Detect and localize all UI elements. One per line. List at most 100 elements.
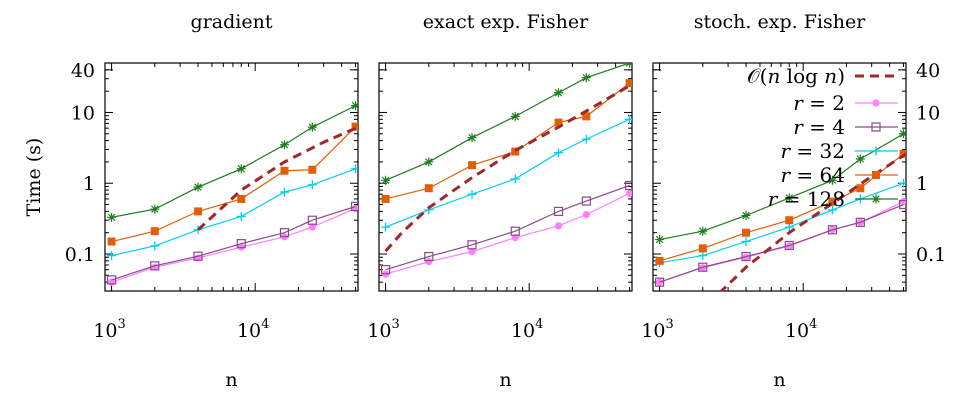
x-tick-exponent: 3 [392, 317, 400, 332]
x-tick-label: 103 [93, 317, 125, 342]
data-point [582, 211, 590, 219]
data-point [467, 189, 477, 199]
y-tick-label: 40 [916, 60, 940, 82]
data-point [553, 206, 564, 216]
legend-entry-label: r = 64 [781, 163, 846, 187]
legend-num: 128 [807, 187, 845, 211]
data-point [554, 118, 563, 127]
legend-eq: = [790, 139, 819, 163]
x-tick-exponent: 4 [535, 317, 543, 332]
legend-entry-label: r = 32 [781, 139, 846, 163]
data-point [898, 199, 906, 210]
legend-eq: = [803, 115, 832, 139]
data-point [236, 164, 246, 174]
x-tick-exponent: 3 [118, 317, 126, 332]
legend-marker [872, 171, 880, 179]
plot-frame [652, 62, 907, 292]
data-point [381, 222, 391, 232]
data-point [784, 193, 794, 203]
data-point [828, 197, 837, 206]
data-point [827, 225, 838, 235]
data-point [625, 114, 632, 124]
data-point [380, 265, 391, 275]
data-point [279, 140, 289, 150]
legend-math-part: ( [760, 64, 768, 88]
data-point [698, 262, 708, 272]
data-point [237, 194, 246, 203]
series-group [106, 101, 358, 286]
data-point [107, 212, 117, 222]
data-point [467, 240, 477, 250]
data-point [899, 198, 906, 206]
data-point [624, 180, 632, 191]
data-point [581, 134, 591, 144]
data-point [582, 112, 591, 121]
data-point [511, 147, 520, 156]
y-tick-label: 1 [916, 173, 928, 195]
data-point [742, 253, 750, 261]
data-point [193, 251, 203, 261]
legend-eq: = [803, 91, 832, 115]
data-point [554, 222, 563, 230]
data-point [351, 164, 358, 174]
data-point [698, 226, 708, 236]
data-point [742, 228, 751, 237]
x-tick-label: 103 [367, 317, 399, 342]
data-point [280, 166, 289, 175]
data-point [279, 228, 290, 238]
data-point [856, 184, 865, 193]
y-tick-label: 0.1 [65, 244, 95, 266]
data-point [899, 178, 906, 188]
legend-var: r [793, 115, 804, 139]
data-point [655, 235, 665, 245]
legend-var: r [793, 91, 804, 115]
legend-entry-label: 𝒪(n log n) [747, 64, 845, 88]
data-point [351, 122, 358, 131]
legend-marker [871, 194, 881, 204]
legend-var: r [768, 187, 779, 211]
data-point [784, 240, 794, 251]
x-tick-exponent: 4 [809, 317, 817, 332]
x-axis-label: n [225, 369, 237, 391]
data-point [511, 234, 519, 242]
x-tick-label: 103 [641, 317, 673, 342]
data-point [308, 223, 316, 231]
series-group [380, 63, 632, 278]
legend-math-part: ) [837, 64, 845, 88]
data-point [107, 237, 116, 246]
legend-marker [871, 122, 881, 132]
data-point [150, 261, 160, 271]
legend-math-part: n [824, 64, 837, 88]
x-tick-base: 10 [237, 320, 261, 342]
legend-marker [871, 146, 881, 156]
data-point [381, 175, 391, 185]
data-point [785, 216, 794, 225]
x-tick-label: 104 [785, 317, 817, 342]
data-point [553, 88, 563, 98]
x-axis-label: n [499, 369, 511, 391]
series-line [111, 205, 356, 281]
data-point [741, 210, 751, 220]
legend-math-part: log [780, 64, 824, 88]
data-point [581, 196, 591, 206]
panel-title: stoch. exp. Fisher [694, 11, 866, 33]
x-tick-base: 10 [785, 320, 809, 342]
x-tick-base: 10 [511, 320, 535, 342]
x-tick-base: 10 [93, 320, 117, 342]
data-point [351, 101, 358, 111]
data-point [307, 215, 317, 225]
data-point [424, 251, 434, 262]
y-axis-label: Time (s) [23, 138, 45, 217]
data-point [581, 73, 591, 83]
data-point [236, 211, 246, 221]
legend-num: 64 [820, 163, 845, 187]
x-axis-label: n [773, 369, 785, 391]
legend-var: r [781, 163, 792, 187]
data-point [106, 275, 117, 285]
series-line [111, 168, 356, 257]
data-point [381, 194, 390, 203]
data-point [468, 161, 477, 170]
data-point [698, 244, 707, 253]
